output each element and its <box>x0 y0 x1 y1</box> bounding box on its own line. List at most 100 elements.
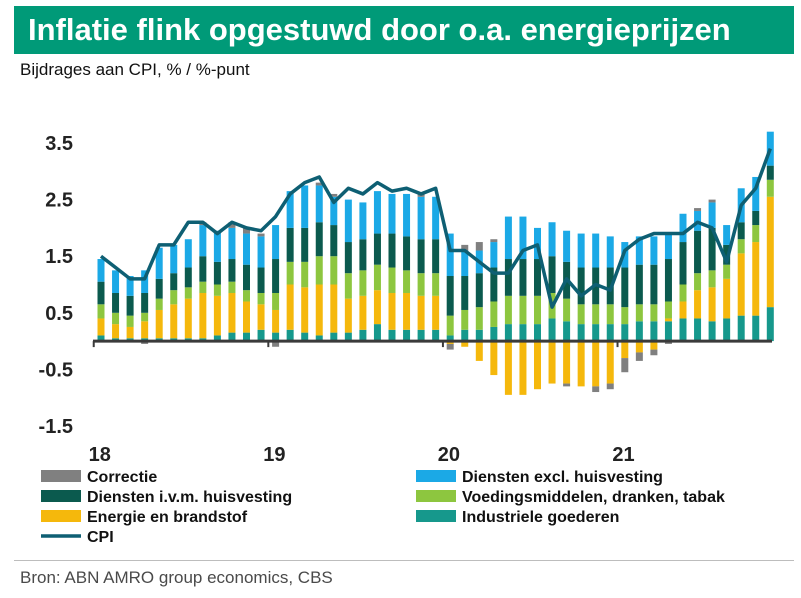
bar-energie-2019-04 <box>315 284 323 336</box>
bar-diensten_excl-2018-11 <box>243 233 250 265</box>
bar-industrie-2019-01 <box>272 332 280 342</box>
bar-industrie-2020-01 <box>446 335 454 342</box>
legend-label-industrie: Industriele goederen <box>462 509 619 526</box>
bar-correctie-2020-09 <box>563 383 571 387</box>
bar-diensten_excl-2021-03 <box>650 236 658 265</box>
bar-diensten_excl-2020-08 <box>548 222 556 257</box>
bar-correctie-2019-05 <box>330 193 338 197</box>
bar-diensten_excl-2021-05 <box>679 213 687 243</box>
bar-industrie-2020-05 <box>504 324 512 342</box>
bar-correctie-2020-03 <box>475 242 483 251</box>
bar-industrie-2020-12 <box>606 324 614 342</box>
bar-voeding-2019-07 <box>359 270 367 296</box>
bar-voeding-2020-01 <box>446 315 454 336</box>
bar-diensten_excl-2019-04 <box>315 185 323 223</box>
bar-voeding-undefined <box>766 179 774 197</box>
bar-energie-2020-04 <box>490 341 498 376</box>
stacked-bar-chart: 3.5 2.5 1.5 0.5 -0.5 -1.5 18 19 20 21 Correctie D… <box>39 131 774 546</box>
bar-energie-2021-02 <box>635 341 643 353</box>
legend-label-energie: Energie en brandstof <box>87 509 248 526</box>
bar-diensten_excl-2018-08 <box>199 225 207 257</box>
bar-energie-2018-11 <box>243 301 250 333</box>
bar-voeding-2018-05 <box>155 298 163 310</box>
bar-diensten_huis-2019-04 <box>315 222 323 257</box>
bar-diensten_huis-2018-07 <box>184 267 192 288</box>
legend-swatch-correctie <box>41 470 81 482</box>
bar-diensten_huis-2020-07 <box>534 259 541 296</box>
bar-industrie-2021-04 <box>664 321 672 342</box>
bar-diensten_excl-2018-03 <box>126 276 134 296</box>
bar-voeding-2019-12 <box>432 273 440 296</box>
bar-energie-2021-07 <box>708 287 716 322</box>
bar-correctie-2020-11 <box>592 386 600 393</box>
bar-correctie-2021-07 <box>708 199 716 203</box>
bar-diensten_excl-2019-03 <box>301 185 309 228</box>
bar-energie-2021-09 <box>737 253 745 316</box>
bar-energie-2018-06 <box>170 304 178 339</box>
bar-voeding-2021-08 <box>723 264 731 279</box>
bar-industrie-2021-08 <box>723 318 731 342</box>
y-tick-label: 0.5 <box>45 303 73 325</box>
bar-diensten_huis-2020-06 <box>519 259 527 296</box>
bar-voeding-2018-02 <box>112 312 120 325</box>
bar-diensten_huis-2021-02 <box>635 264 643 305</box>
bar-industrie-2020-06 <box>519 324 527 342</box>
legend-swatch-diensten_excl <box>416 470 456 482</box>
bar-diensten_excl-2020-05 <box>504 216 512 260</box>
bar-energie-2021-01 <box>621 341 629 359</box>
bar-industrie-2018-01 <box>97 335 105 342</box>
bar-industrie-2020-07 <box>534 324 541 342</box>
bar-correctie-2020-02 <box>461 244 469 251</box>
bar-diensten_excl-2018-09 <box>213 230 221 262</box>
bar-diensten_excl-2019-01 <box>272 225 280 260</box>
bar-correctie-2021-02 <box>635 352 643 361</box>
bar-diensten_huis-2018-01 <box>97 281 105 305</box>
bar-energie-2018-10 <box>228 292 236 333</box>
bar-industrie-2021-10 <box>752 315 760 342</box>
source-note: Bron: ABN AMRO group economics, CBS <box>20 568 333 587</box>
bar-diensten_excl-2020-09 <box>563 230 571 262</box>
bar-voeding-2018-01 <box>97 304 105 319</box>
bar-voeding-2021-03 <box>650 304 658 322</box>
bar-voeding-2018-08 <box>199 281 207 293</box>
bar-diensten_huis-2019-01 <box>272 259 280 293</box>
bar-industrie-2018-11 <box>243 332 250 342</box>
bar-voeding-2018-04 <box>141 312 149 322</box>
bar-diensten_huis-2019-10 <box>403 236 411 271</box>
bar-voeding-2018-11 <box>243 290 250 302</box>
bar-energie-2021-10 <box>752 242 760 316</box>
bar-diensten_huis-2019-08 <box>373 233 381 265</box>
bar-diensten_excl-2018-05 <box>155 247 163 279</box>
bar-diensten_huis-2020-08 <box>548 256 556 293</box>
bar-voeding-2019-04 <box>315 256 323 285</box>
bar-diensten_excl-2019-08 <box>373 191 381 234</box>
bar-energie-2019-10 <box>403 292 411 330</box>
bar-voeding-2021-10 <box>752 225 760 243</box>
bar-diensten_huis-2019-06 <box>344 242 352 274</box>
bar-energie-2018-12 <box>257 304 265 330</box>
bar-diensten_huis-2018-02 <box>112 292 120 313</box>
bar-industrie-2020-08 <box>548 318 556 342</box>
bar-diensten_excl-2018-04 <box>141 270 149 293</box>
bar-diensten_huis-undefined <box>766 165 774 180</box>
bar-voeding-2021-06 <box>694 273 702 291</box>
bar-industrie-2019-03 <box>301 332 309 342</box>
bar-diensten_huis-2018-06 <box>170 273 178 291</box>
bar-diensten_excl-2021-02 <box>635 236 643 265</box>
bar-industrie-2021-01 <box>621 324 629 342</box>
bar-energie-2020-06 <box>519 341 527 395</box>
bar-voeding-2019-03 <box>301 261 309 288</box>
bar-diensten_huis-2018-09 <box>213 261 221 285</box>
bar-diensten_huis-2020-02 <box>461 276 469 310</box>
bar-diensten_excl-2018-01 <box>97 259 105 282</box>
bar-diensten_excl-2018-10 <box>228 227 236 260</box>
bar-diensten_huis-2021-06 <box>694 230 702 274</box>
bar-industrie-2021-09 <box>737 315 745 342</box>
bar-industrie-2018-09 <box>213 335 221 342</box>
bar-industrie-2018-10 <box>228 332 236 342</box>
legend-swatch-diensten_huis <box>41 490 81 502</box>
bar-layer <box>97 131 774 395</box>
bar-energie-2018-08 <box>199 292 207 339</box>
bar-energie-2020-05 <box>504 341 512 395</box>
legend-label-correctie: Correctie <box>87 469 157 486</box>
